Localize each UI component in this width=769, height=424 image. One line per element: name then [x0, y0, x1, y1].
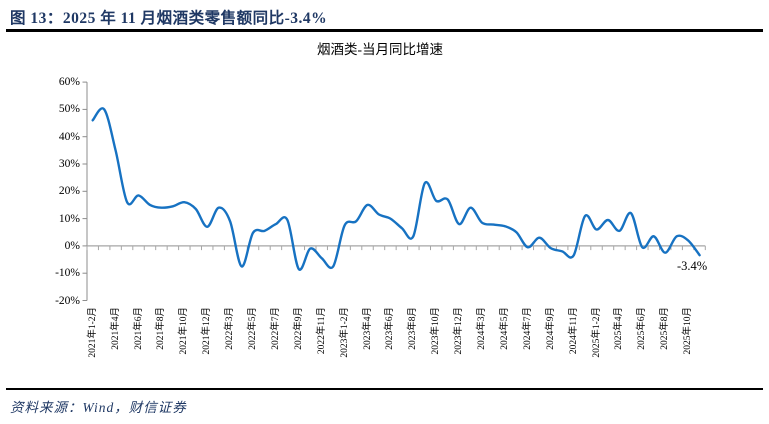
y-tick-label: 50%: [58, 103, 80, 116]
x-tick-label: 2025年10月: [683, 307, 694, 355]
x-tick-label: 2024年5月: [499, 307, 510, 350]
x-tick-label: 2025年8月: [660, 307, 671, 350]
y-tick-label: -10%: [55, 267, 80, 280]
chart-title: 烟酒类-当月同比增速: [317, 42, 443, 57]
y-tick-label: 10%: [58, 212, 80, 225]
x-tick-label: 2021年10月: [179, 307, 190, 355]
x-tick-label: 2024年9月: [545, 307, 556, 350]
x-tick-label: 2023年6月: [385, 307, 396, 350]
series-line: [91, 107, 701, 271]
y-tick-label: 0%: [64, 239, 80, 252]
y-tick-label: 60%: [58, 76, 80, 89]
x-tick-label: 2024年11月: [568, 307, 579, 355]
x-tick-label: 2021年6月: [133, 307, 144, 350]
x-tick-label: 2023年10月: [431, 307, 442, 355]
figure-title: 图 13：2025 年 11 月烟酒类零售额同比-3.4%: [10, 10, 328, 27]
title-divider: [6, 29, 763, 32]
x-tick-label: 2021年8月: [156, 307, 167, 350]
y-tick-label: 40%: [58, 130, 80, 143]
x-tick-label: 2024年7月: [522, 307, 533, 350]
x-tick-label: 2021年4月: [110, 307, 121, 350]
x-tick-label: 2023年12月: [454, 307, 465, 355]
x-tick-label: 2022年11月: [316, 307, 327, 355]
x-tick-label: 2023年8月: [408, 307, 419, 350]
x-tick-label: 2023年4月: [362, 307, 373, 350]
x-tick-label: 2021年12月: [202, 307, 213, 355]
y-tick-label: 20%: [58, 185, 80, 198]
y-tick-label: -20%: [55, 294, 80, 307]
x-tick-label: 2022年7月: [270, 307, 281, 350]
x-tick-label: 2022年3月: [225, 307, 236, 350]
x-tick-label: 2025年6月: [637, 307, 648, 350]
x-tick-label: 2022年5月: [248, 307, 259, 350]
x-tick-label: 2025年1-2月: [591, 307, 602, 358]
source-note: 资料来源：Wind，财信证券: [10, 400, 187, 415]
x-tick-label: 2025年4月: [614, 307, 625, 350]
footer-divider: [6, 388, 763, 390]
x-tick-label: 2021年1-2月: [87, 307, 98, 358]
x-tick-label: 2023年1-2月: [339, 307, 350, 358]
x-tick-label: 2024年3月: [477, 307, 488, 350]
y-tick-label: 30%: [58, 158, 80, 170]
x-tick-label: 2022年9月: [293, 307, 304, 350]
last-value-annotation: -3.4%: [677, 259, 708, 273]
